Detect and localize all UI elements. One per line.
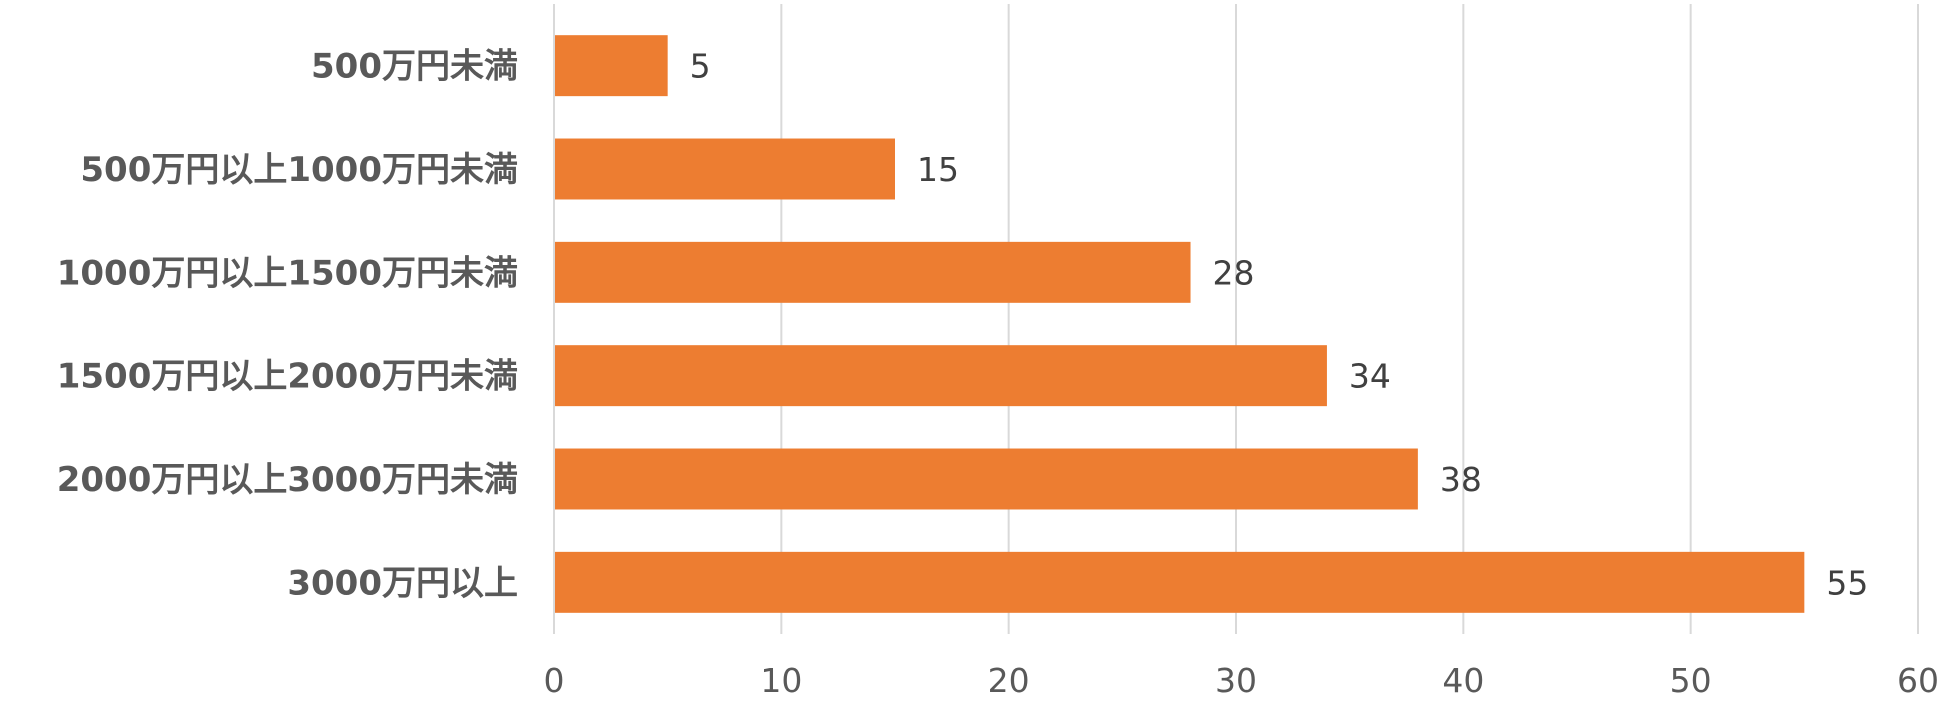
data-label-4: 38 xyxy=(1440,460,1482,499)
category-label-5: 3000万円以上 xyxy=(287,563,518,603)
value-labels: 5 15 28 34 38 55 xyxy=(690,47,1869,603)
bar-4 xyxy=(555,448,1418,510)
x-tick-label-50: 50 xyxy=(1670,661,1712,700)
data-label-1: 15 xyxy=(917,150,959,189)
data-label-0: 5 xyxy=(690,47,711,86)
x-tick-label-10: 10 xyxy=(760,661,802,700)
category-labels: 500万円未満 500万円以上1000万円未満 1000万円以上1500万円未満 15… xyxy=(57,47,518,604)
bars xyxy=(555,35,1805,613)
x-tick-label-30: 30 xyxy=(1215,661,1257,700)
category-label-0: 500万円未満 xyxy=(311,47,518,87)
category-label-1: 500万円以上1000万円未満 xyxy=(80,150,518,190)
data-label-3: 34 xyxy=(1349,357,1391,396)
x-tick-label-60: 60 xyxy=(1897,661,1939,700)
bar-3 xyxy=(555,345,1327,407)
x-tick-label-40: 40 xyxy=(1442,661,1484,700)
bar-0 xyxy=(555,35,668,97)
data-label-5: 55 xyxy=(1826,563,1868,602)
data-label-2: 28 xyxy=(1213,253,1255,292)
category-label-2: 1000万円以上1500万円未満 xyxy=(57,253,518,293)
x-tick-label-0: 0 xyxy=(544,661,565,700)
category-label-4: 2000万円以上3000万円未満 xyxy=(57,460,518,500)
bar-1 xyxy=(555,138,895,200)
bar-5 xyxy=(555,551,1805,613)
gridlines xyxy=(553,4,1919,634)
x-tick-label-20: 20 xyxy=(988,661,1030,700)
x-axis-tick-labels: 0 10 20 30 40 50 60 xyxy=(544,661,1940,700)
bar-2 xyxy=(555,241,1191,303)
category-label-3: 1500万円以上2000万円未満 xyxy=(57,357,518,397)
